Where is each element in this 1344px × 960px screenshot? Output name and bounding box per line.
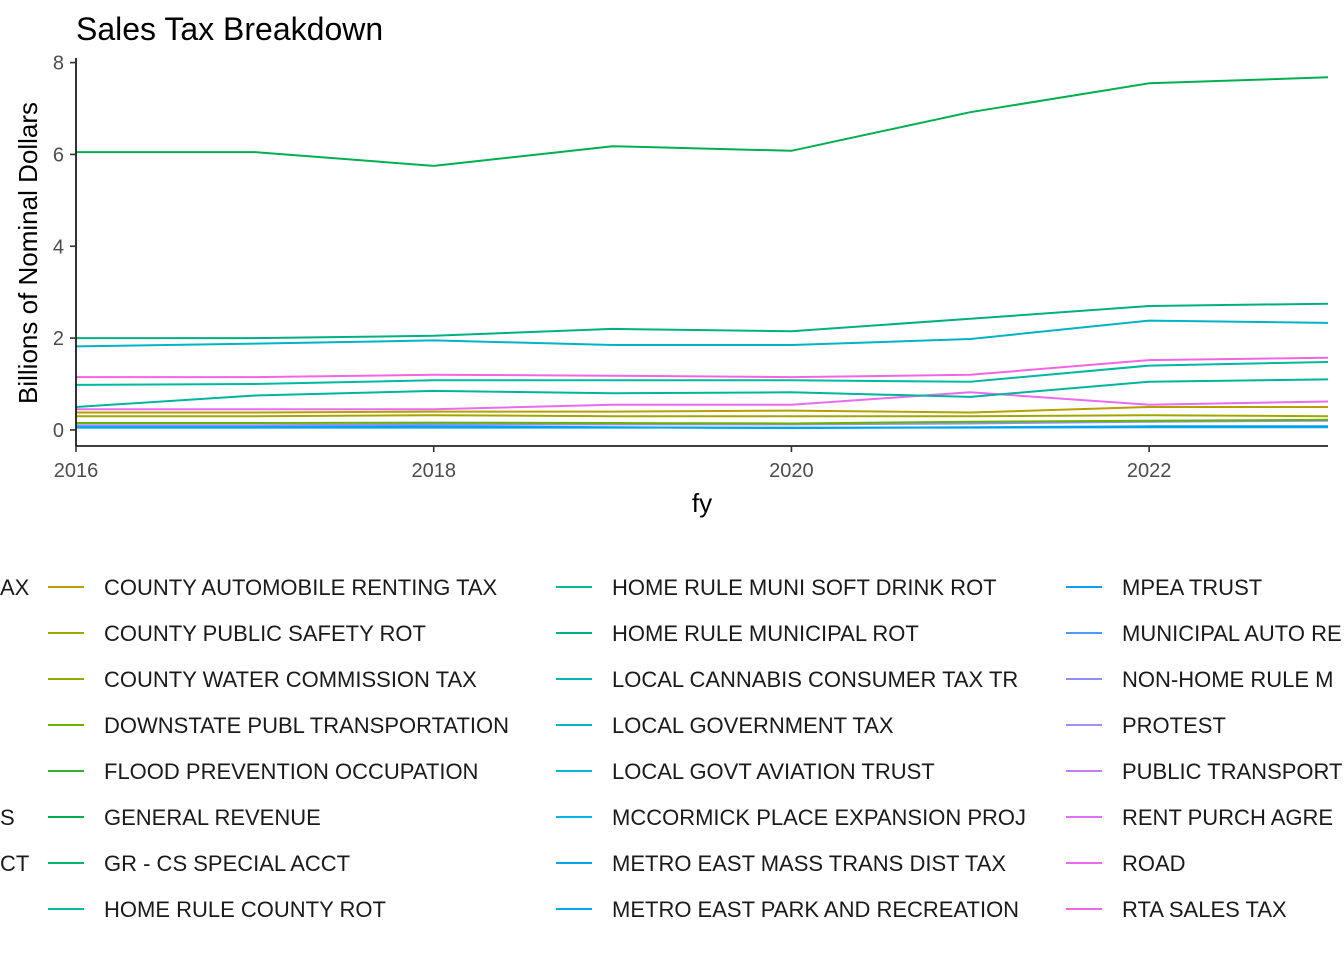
legend-label: PUBLIC TRANSPORT — [1122, 759, 1342, 784]
legend-label: MCCORMICK PLACE EXPANSION PROJ — [612, 805, 1026, 830]
series-line-downstate-publ-transportation — [76, 418, 1329, 425]
legend-label: DOWNSTATE PUBL TRANSPORTATION — [104, 713, 509, 738]
series-line-county-public-safety-rot — [76, 414, 1329, 418]
series-line-rta-sales-tax — [76, 356, 1329, 379]
legend-label: MUNICIPAL AUTO RE — [1122, 621, 1342, 646]
legend-label: FLOOD PREVENTION OCCUPATION — [104, 759, 478, 784]
legend-label: HOME RULE MUNI SOFT DRINK ROT — [612, 575, 997, 600]
series-line-road — [76, 391, 1329, 411]
series-line-general-revenue — [76, 76, 1329, 167]
series-line-home-rule-muni-soft-drink-rot — [75, 378, 1329, 408]
series-line-non-home-rule-muni — [76, 419, 1329, 427]
legend-label: PROTEST — [1122, 713, 1226, 738]
legend-label: METRO EAST MASS TRANS DIST TAX — [612, 851, 1006, 876]
x-tick-label: 2022 — [1127, 460, 1172, 482]
legend-label: AX — [0, 575, 30, 600]
series-layer — [75, 76, 1329, 430]
legend-label: COUNTY WATER COMMISSION TAX — [104, 667, 477, 692]
x-tick-label: 2020 — [769, 460, 814, 482]
y-ticks: 0 2 4 6 8 — [53, 53, 76, 442]
chart-title: Sales Tax Breakdown — [76, 11, 383, 47]
legend-label: ROAD — [1122, 851, 1186, 876]
legend: AX S CT COUNTY AUTOMOBILE RENTING TAX COUNTY… — [0, 575, 1342, 922]
y-tick-label: 4 — [53, 236, 64, 258]
legend-label: COUNTY AUTOMOBILE RENTING TAX — [104, 575, 498, 600]
legend-label: S — [0, 805, 15, 830]
legend-label: NON-HOME RULE M — [1122, 667, 1333, 692]
legend-label: LOCAL CANNABIS CONSUMER TAX TR — [612, 667, 1018, 692]
legend-label: GR - CS SPECIAL ACCT — [104, 851, 350, 876]
y-tick-label: 6 — [53, 144, 64, 166]
series-line-local-government-tax — [75, 319, 1329, 348]
x-tick-label: 2018 — [411, 460, 456, 482]
legend-label: CT — [0, 851, 29, 876]
y-axis-title: Billions of Nominal Dollars — [13, 102, 43, 404]
legend-label: LOCAL GOVT AVIATION TRUST — [612, 759, 935, 784]
y-tick-label: 8 — [53, 53, 64, 75]
legend-label: RTA SALES TAX — [1122, 897, 1287, 922]
series-line-home-rule-county-rot — [75, 361, 1329, 386]
y-tick-label: 0 — [53, 420, 64, 442]
x-ticks: 2016 2018 2020 2022 — [54, 446, 1172, 482]
x-axis-title: fy — [692, 488, 712, 518]
series-line-county-automobile-renting-tax — [76, 406, 1328, 414]
legend-label: HOME RULE COUNTY ROT — [104, 897, 386, 922]
legend-label: RENT PURCH AGRE — [1122, 805, 1333, 830]
legend-label: COUNTY PUBLIC SAFETY ROT — [104, 621, 426, 646]
legend-label: GENERAL REVENUE — [104, 805, 321, 830]
x-tick-label: 2016 — [54, 460, 99, 482]
legend-label: LOCAL GOVERNMENT TAX — [612, 713, 894, 738]
legend-label: MPEA TRUST — [1122, 575, 1262, 600]
series-line-home-rule-municipal-rot — [76, 302, 1329, 340]
legend-label: HOME RULE MUNICIPAL ROT — [612, 621, 919, 646]
y-tick-label: 2 — [53, 328, 64, 350]
legend-label: METRO EAST PARK AND RECREATION — [612, 897, 1019, 922]
